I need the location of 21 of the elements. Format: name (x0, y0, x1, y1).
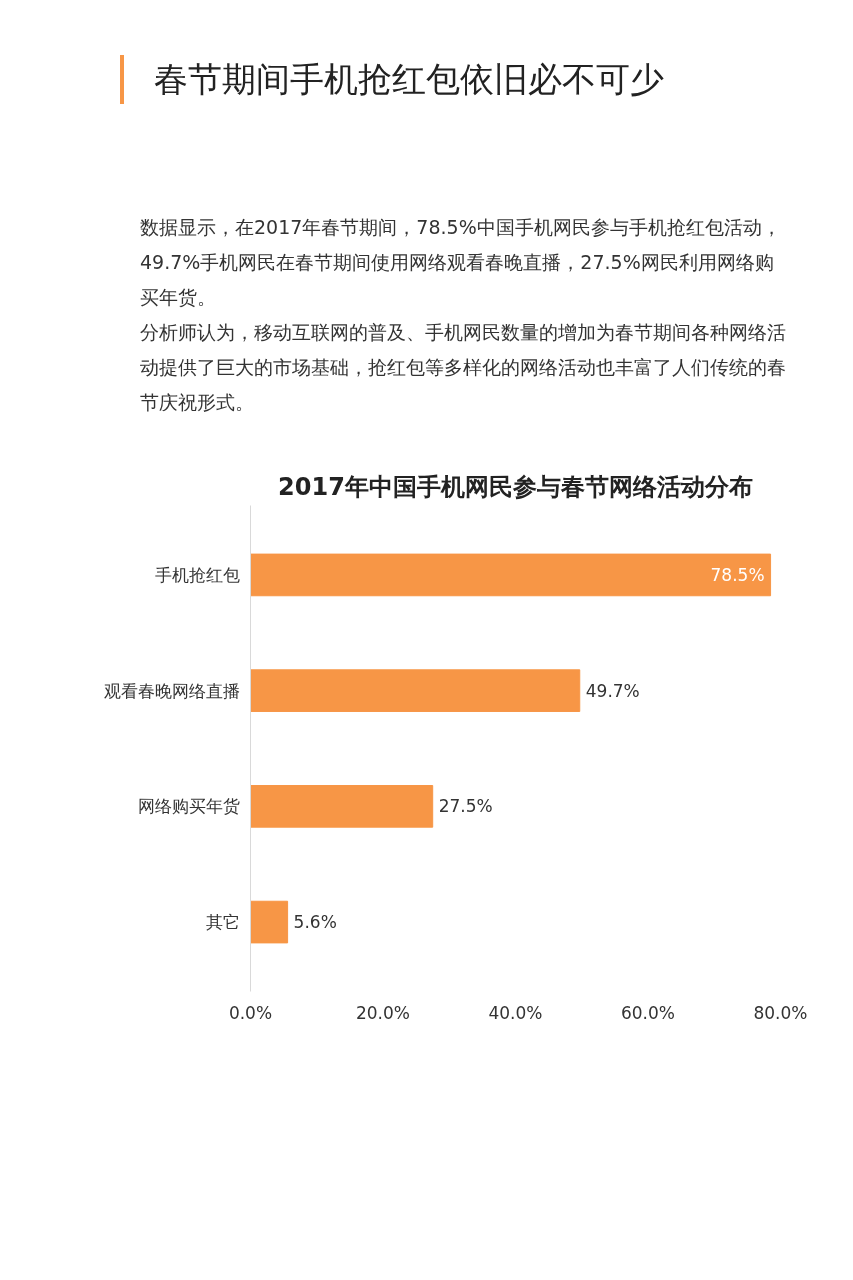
data-label: 5.6% (293, 912, 337, 933)
y-tick-label: 其它 (205, 912, 240, 933)
y-tick-label: 手机抢红包 (154, 564, 240, 585)
bar (250, 785, 434, 828)
x-tick-label: 60.0% (621, 1002, 676, 1023)
x-tick-label: 80.0% (753, 1002, 808, 1023)
bar (250, 553, 772, 597)
bar (250, 900, 289, 944)
y-tick-label: 观看春晚网络直播 (103, 680, 240, 701)
bar (250, 669, 581, 712)
data-label: 27.5% (438, 796, 493, 817)
text: 春节期间手机抢红包依旧必不可少 (120, 55, 664, 104)
data-label: 49.7% (585, 680, 640, 701)
x-tick-label: 20.0% (356, 1002, 411, 1023)
chart-title: 2017年中国手机网民参与春节网络活动分布 (278, 472, 753, 501)
text: 数据显示，在2017年春节期间，78.5%中国手机网民参与手机抢红包活动，49.7%手机网民在春节期间使用网络观看春晚直播，27.5%网民利用网络购买年货。 (140, 215, 782, 310)
x-tick-label: 0.0% (228, 1002, 273, 1023)
data-label: 78.5% (710, 564, 765, 585)
x-tick-label: 40.0% (488, 1002, 543, 1023)
text: 分析师认为，移动互联网的普及、手机网民数量的增加为春节期间各种网络活动提供了巨大的市场基础，抢红包等多样化的网络活动也丰富了人们传统的春节庆祝形式。 (140, 320, 787, 415)
y-tick-label: 网络购买年货 (137, 796, 240, 817)
